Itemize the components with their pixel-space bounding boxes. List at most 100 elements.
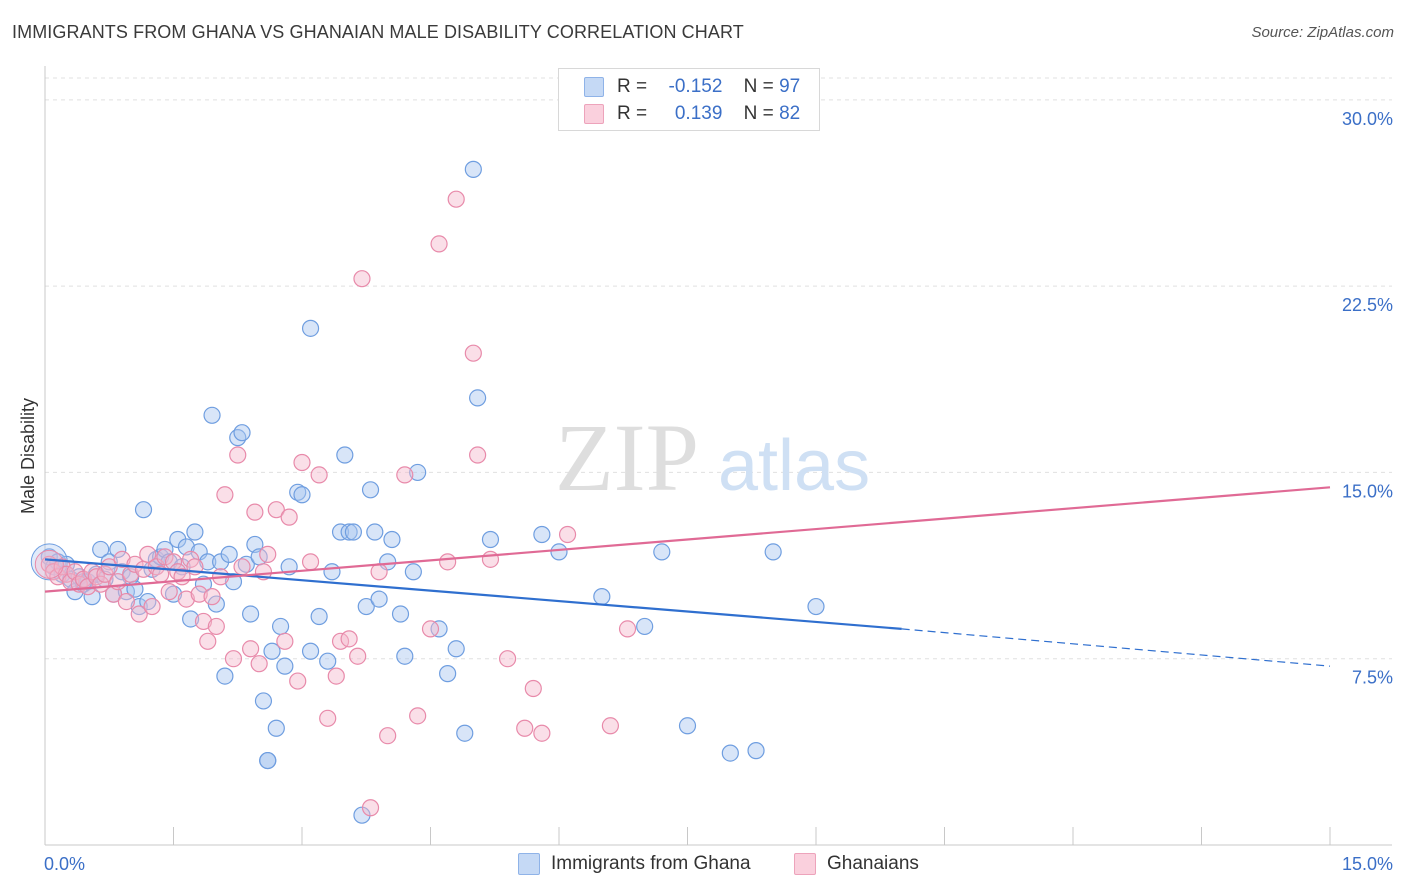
data-point [370, 590, 388, 608]
data-point [396, 466, 414, 484]
data-point [447, 640, 465, 658]
data-point [636, 617, 654, 636]
data-point [481, 530, 500, 549]
data-point [439, 553, 457, 571]
n-value: 82 [779, 103, 801, 124]
data-point [220, 545, 238, 563]
data-point [447, 190, 465, 208]
r-value: -0.152 [668, 76, 723, 97]
data-point [383, 530, 401, 549]
data-point [319, 709, 337, 727]
data-point [263, 642, 281, 660]
data-point [267, 719, 285, 737]
data-point [293, 486, 311, 504]
data-point [310, 607, 328, 626]
series-ghanaians [34, 190, 637, 817]
trend-lines [44, 486, 1331, 667]
data-point [361, 799, 380, 817]
data-point [203, 588, 221, 606]
data-point [409, 463, 427, 482]
data-point [593, 588, 611, 606]
data-point [721, 744, 739, 762]
data-point [370, 563, 388, 581]
data-point [340, 630, 358, 648]
data-point [391, 605, 410, 623]
data-point [224, 650, 243, 668]
data-point [130, 605, 148, 623]
data-point [481, 550, 500, 568]
data-point [139, 545, 157, 563]
data-point [250, 655, 268, 673]
data-point [353, 270, 371, 288]
data-point [301, 319, 320, 337]
data-point [242, 605, 260, 623]
data-point [807, 597, 825, 616]
data-point [618, 620, 637, 638]
data-point [186, 523, 204, 541]
data-point [764, 543, 782, 561]
data-point [280, 508, 298, 526]
data-point [92, 540, 110, 559]
data-point [143, 597, 161, 616]
data-point [361, 481, 380, 499]
n-value: 97 [779, 76, 801, 97]
data-point [336, 446, 354, 464]
x-tick-label: 0.0% [44, 854, 85, 874]
y-tick-label: 15.0% [1342, 481, 1393, 501]
tick-labels: 7.5% 15.0% 22.5% 30.0% 0.0% 15.0% [44, 109, 1393, 874]
data-point [276, 657, 294, 675]
data-point [469, 446, 487, 464]
source-label: Source: ZipAtlas.com [1251, 24, 1394, 41]
n-label: N = [743, 103, 774, 124]
data-point [524, 679, 542, 698]
watermark: ZIP atlas [555, 404, 870, 511]
data-point [601, 717, 620, 735]
data-point [396, 647, 414, 665]
data-point [160, 583, 178, 601]
data-point [747, 742, 765, 760]
data-point [379, 727, 397, 745]
data-point [126, 555, 144, 573]
data-point [134, 501, 153, 519]
data-point [216, 667, 234, 685]
data-point [558, 525, 577, 544]
data-point [216, 486, 234, 504]
data-point [199, 553, 217, 571]
data-point [109, 540, 127, 559]
data-point [366, 523, 384, 541]
data-point [203, 406, 221, 424]
data-point [233, 424, 251, 442]
data-point [533, 525, 551, 544]
data-point [267, 501, 285, 519]
trend-line-ghanaians [44, 486, 1331, 593]
axes [44, 66, 1392, 846]
data-point [293, 453, 311, 472]
trend-line-immigrants-from-ghana-extension [901, 628, 1331, 667]
data-point [516, 719, 534, 737]
data-point [117, 592, 135, 611]
data-point [464, 160, 482, 178]
data-point [678, 717, 697, 735]
legend-swatch-pink [794, 853, 816, 875]
data-point [207, 617, 225, 636]
data-point [301, 553, 320, 571]
data-point [229, 446, 247, 464]
data-point [259, 751, 277, 770]
data-point [357, 597, 375, 616]
data-point [242, 640, 260, 658]
legend-swatch-pink [584, 104, 604, 124]
data-point [276, 632, 294, 650]
data-point [190, 585, 208, 603]
data-point [319, 652, 337, 670]
data-point [113, 550, 131, 568]
data-point [100, 558, 118, 576]
data-point [409, 707, 427, 725]
data-point [653, 543, 671, 561]
data-point [323, 563, 341, 581]
data-point [430, 235, 448, 253]
data-point [340, 523, 358, 541]
chart-title: IMMIGRANTS FROM GHANA VS GHANAIAN MALE D… [12, 22, 744, 42]
data-point [469, 389, 487, 407]
data-point [156, 548, 174, 566]
